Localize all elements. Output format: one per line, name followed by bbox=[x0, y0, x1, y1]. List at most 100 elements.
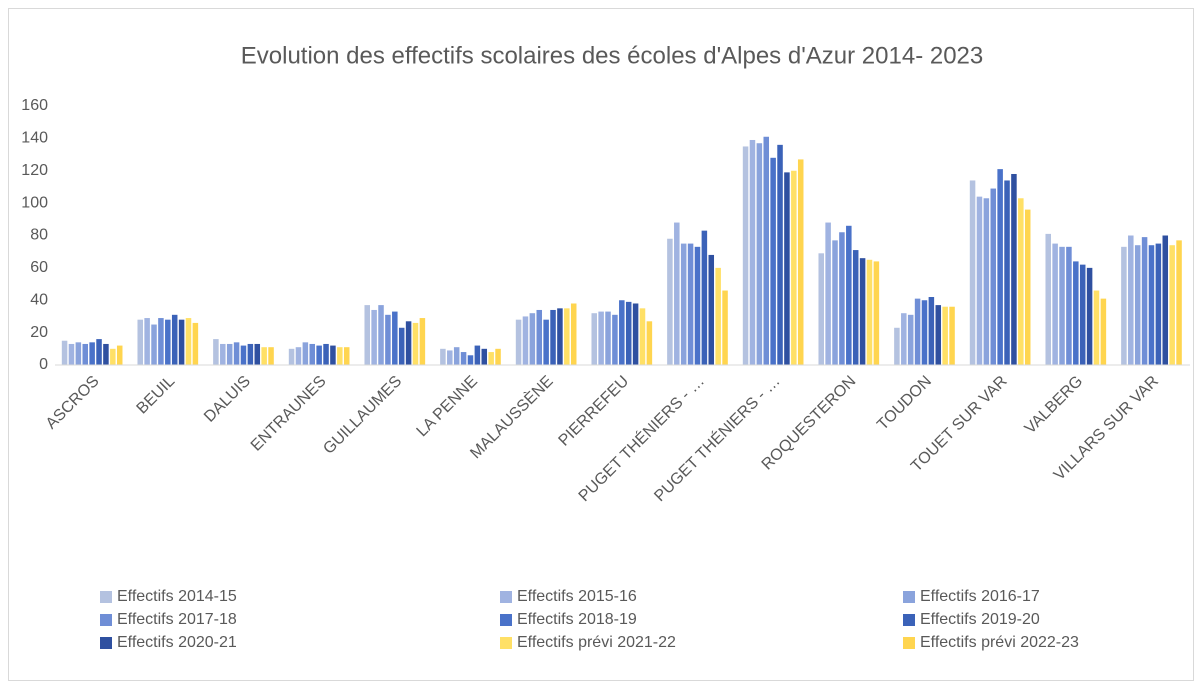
bar bbox=[529, 313, 536, 365]
bar bbox=[859, 258, 866, 365]
bar bbox=[763, 136, 770, 365]
bar bbox=[1134, 245, 1141, 365]
bar bbox=[323, 343, 329, 365]
legend-label: Effectifs 2018-19 bbox=[517, 611, 637, 628]
bar bbox=[1066, 246, 1072, 365]
bar bbox=[983, 198, 990, 365]
legend-label: Effectifs 2020-21 bbox=[117, 634, 237, 651]
bar bbox=[1018, 198, 1024, 365]
bar bbox=[976, 196, 983, 365]
bar bbox=[453, 347, 460, 365]
bar bbox=[192, 322, 199, 365]
bar bbox=[997, 169, 1003, 365]
bar bbox=[412, 322, 419, 365]
legend-swatch bbox=[500, 591, 512, 603]
bar bbox=[625, 301, 632, 365]
y-tick-label: 20 bbox=[30, 324, 48, 341]
bar bbox=[543, 319, 549, 365]
bar bbox=[749, 139, 756, 365]
bar bbox=[557, 308, 563, 365]
legend-swatch bbox=[100, 637, 112, 649]
bar bbox=[1052, 243, 1058, 365]
bar bbox=[942, 306, 948, 365]
bar bbox=[309, 343, 316, 365]
bar bbox=[460, 352, 467, 365]
bar bbox=[151, 324, 157, 365]
bar bbox=[935, 305, 942, 365]
bar bbox=[1011, 173, 1017, 365]
bar bbox=[247, 343, 254, 365]
bar bbox=[1148, 245, 1155, 365]
bar bbox=[901, 313, 907, 365]
bar bbox=[605, 311, 611, 365]
bar bbox=[852, 250, 859, 365]
bar bbox=[233, 342, 240, 365]
bar bbox=[680, 243, 687, 365]
bar bbox=[701, 230, 708, 365]
bar bbox=[268, 347, 274, 365]
bar bbox=[646, 321, 653, 365]
bar bbox=[1169, 245, 1175, 365]
y-tick-label: 60 bbox=[30, 259, 48, 276]
bar bbox=[515, 319, 522, 365]
bar bbox=[364, 305, 370, 365]
bar bbox=[1086, 267, 1093, 365]
bar bbox=[1176, 240, 1182, 365]
bar bbox=[1162, 235, 1169, 365]
bar bbox=[1100, 298, 1107, 365]
bar bbox=[110, 348, 116, 365]
bar bbox=[1004, 180, 1010, 365]
bar bbox=[894, 327, 900, 365]
bar bbox=[137, 319, 143, 365]
bar bbox=[392, 311, 398, 365]
bar bbox=[564, 308, 570, 365]
y-tick-label: 140 bbox=[21, 130, 48, 147]
bar bbox=[371, 309, 377, 365]
y-tick-label: 160 bbox=[21, 97, 48, 114]
bar bbox=[715, 267, 721, 365]
y-tick-label: 40 bbox=[30, 291, 48, 308]
bar bbox=[144, 318, 150, 365]
bar bbox=[330, 345, 336, 365]
bar bbox=[467, 355, 474, 365]
bar bbox=[784, 172, 790, 365]
bar bbox=[337, 347, 343, 365]
bar bbox=[254, 343, 261, 365]
bar bbox=[818, 253, 824, 365]
bar bbox=[220, 343, 226, 365]
legend-label: Effectifs 2017-18 bbox=[117, 611, 237, 628]
bar bbox=[777, 144, 783, 365]
bar bbox=[949, 306, 955, 365]
y-tick-label: 100 bbox=[21, 194, 48, 211]
legend-label: Effectifs 2014-15 bbox=[117, 588, 237, 605]
bar bbox=[495, 348, 501, 365]
legend-label: Effectifs 2016-17 bbox=[920, 588, 1040, 605]
bar bbox=[1045, 233, 1051, 365]
legend-swatch bbox=[903, 614, 915, 626]
bar bbox=[1155, 243, 1162, 365]
bar bbox=[825, 222, 831, 365]
bar bbox=[791, 170, 797, 365]
bar bbox=[240, 345, 247, 365]
y-tick-label: 0 bbox=[39, 356, 48, 373]
y-tick-label: 120 bbox=[21, 162, 48, 179]
bar bbox=[158, 318, 164, 365]
bar bbox=[722, 290, 728, 365]
bar bbox=[1079, 264, 1086, 365]
bar bbox=[797, 159, 804, 365]
bar bbox=[89, 342, 95, 365]
bar bbox=[96, 339, 102, 365]
bar bbox=[226, 343, 233, 365]
bar bbox=[846, 225, 852, 365]
bar bbox=[447, 350, 453, 365]
legend-swatch bbox=[500, 614, 512, 626]
y-tick-label: 80 bbox=[30, 227, 48, 244]
bar bbox=[302, 342, 309, 365]
bar bbox=[261, 347, 267, 365]
bar bbox=[687, 243, 694, 365]
bar bbox=[178, 319, 185, 365]
bar bbox=[295, 347, 302, 365]
bar bbox=[474, 345, 481, 365]
bar bbox=[694, 246, 701, 365]
